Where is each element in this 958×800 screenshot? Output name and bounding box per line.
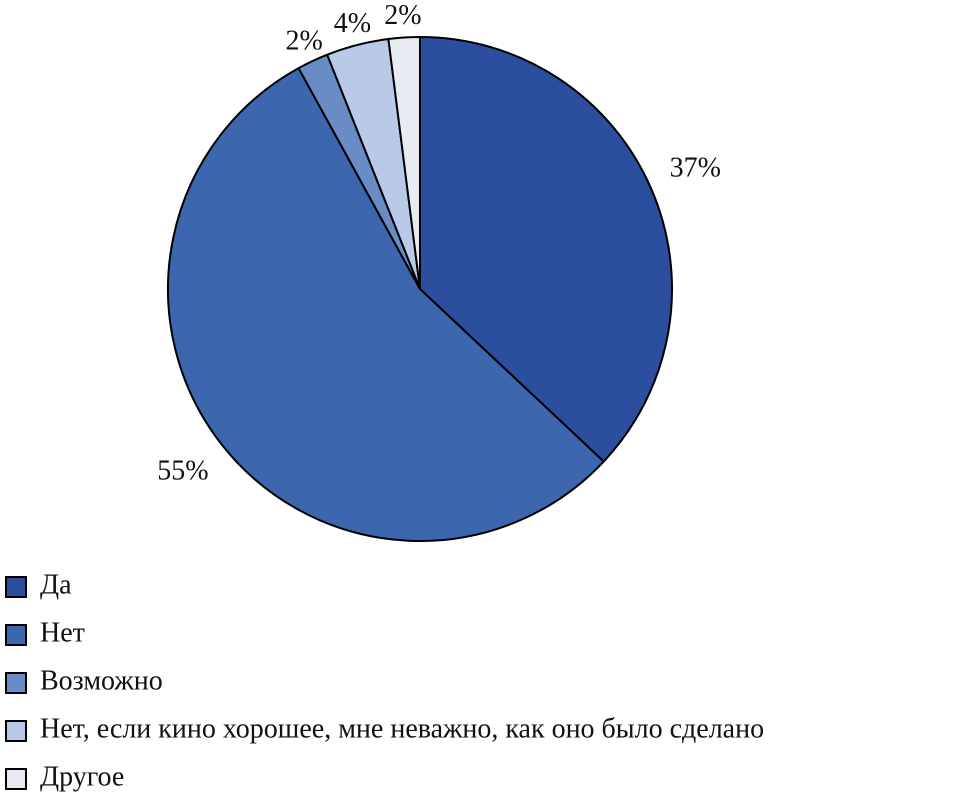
pie-slice xyxy=(419,36,673,463)
legend-label: Возможно xyxy=(40,665,163,696)
legend-swatch xyxy=(5,624,27,646)
legend-label: Нет, если кино хорошее, мне неважно, как… xyxy=(40,713,764,744)
legend-label: Нет xyxy=(40,617,85,648)
value-label: 37% xyxy=(670,152,721,183)
value-label: 4% xyxy=(334,8,371,39)
value-label: 2% xyxy=(286,25,323,56)
legend-label: Да xyxy=(40,569,72,600)
value-label: 55% xyxy=(157,455,208,486)
legend-label: Другое xyxy=(40,761,124,792)
legend-swatch xyxy=(5,768,27,790)
legend-swatch xyxy=(5,672,27,694)
legend-swatch xyxy=(5,576,27,598)
value-label: 2% xyxy=(384,0,421,31)
pie-slice xyxy=(387,36,421,290)
legend-swatch xyxy=(5,720,27,742)
pie-slice xyxy=(167,67,605,542)
